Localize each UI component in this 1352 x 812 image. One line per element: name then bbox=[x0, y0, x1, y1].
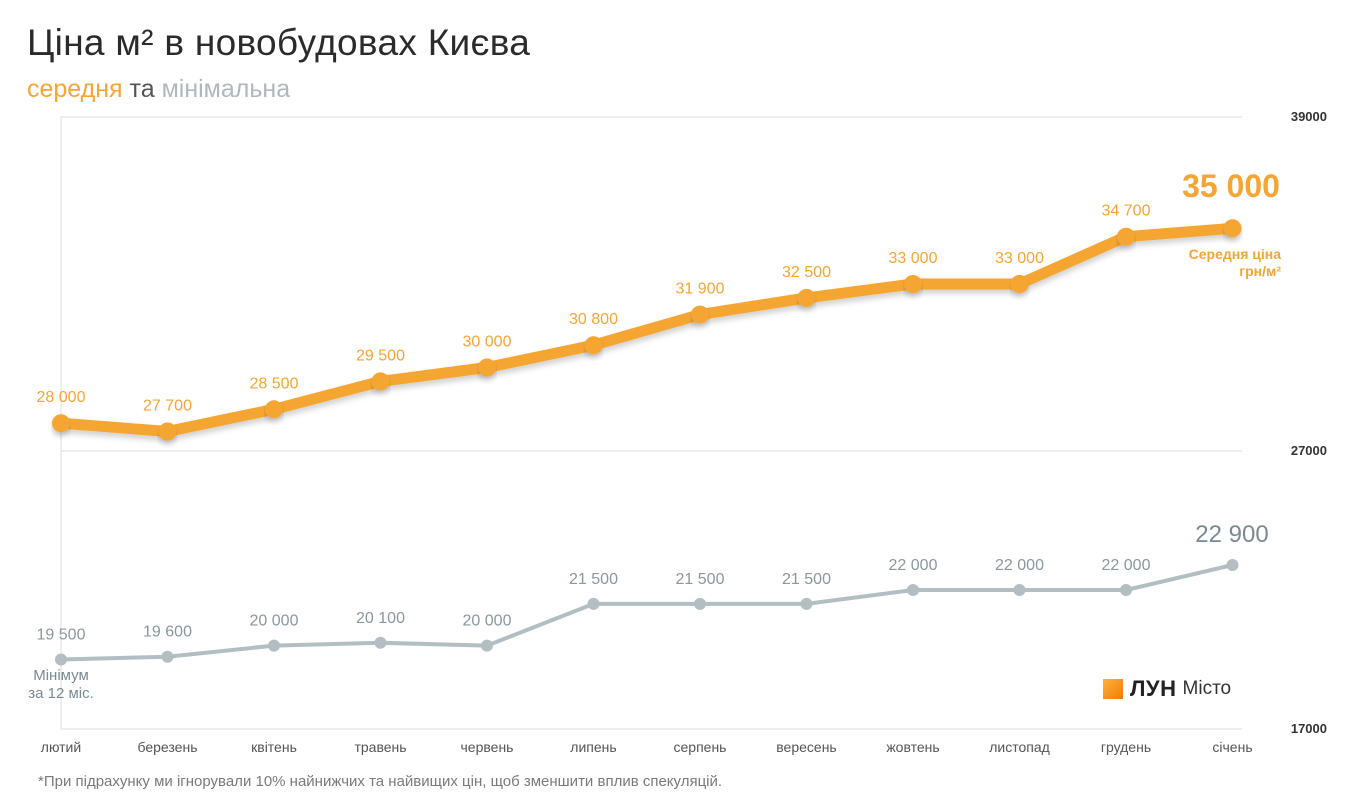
average-data-label: 34 700 bbox=[1102, 203, 1151, 220]
x-tick-label: листопад bbox=[989, 739, 1050, 755]
x-tick-label: серпень bbox=[674, 739, 727, 755]
y-tick-label: 17000 bbox=[1291, 721, 1327, 736]
minimum-data-label: 22 000 bbox=[889, 557, 938, 574]
average-data-label: 32 500 bbox=[782, 264, 831, 281]
minimum-point bbox=[1013, 584, 1026, 596]
x-tick-label: жовтень bbox=[886, 739, 939, 755]
average-point bbox=[1117, 227, 1135, 246]
average-data-label: 30 800 bbox=[569, 311, 618, 328]
average-point bbox=[265, 400, 283, 419]
x-tick-label: грудень bbox=[1101, 739, 1151, 755]
minimum-point bbox=[161, 650, 174, 663]
x-tick-label: травень bbox=[354, 739, 406, 755]
minimum-point bbox=[907, 584, 919, 596]
x-tick-label: січень bbox=[1212, 739, 1252, 755]
minimum-data-label: 19 500 bbox=[37, 627, 86, 644]
minimum-data-label: 20 000 bbox=[463, 613, 512, 630]
average-data-label: 28 500 bbox=[250, 375, 299, 392]
x-tick-label: вересень bbox=[776, 739, 836, 755]
minimum-data-label: 22 900 bbox=[1195, 521, 1268, 548]
series-layer bbox=[52, 219, 1242, 666]
average-data-label: 28 000 bbox=[37, 389, 86, 406]
brand-sub: Місто bbox=[1182, 678, 1232, 699]
average-data-label: 27 700 bbox=[143, 398, 192, 415]
average-point bbox=[904, 275, 922, 293]
x-tick-label: квітень bbox=[251, 739, 297, 755]
average-series-line bbox=[55, 222, 1238, 437]
minimum-data-label: 20 000 bbox=[250, 613, 299, 630]
minimum-period-note: Мінімум за 12 міс. bbox=[28, 667, 94, 702]
average-point bbox=[1010, 275, 1029, 293]
average-data-label: 30 000 bbox=[463, 334, 512, 351]
chart-title: Ціна м² в новобудовах Києва bbox=[27, 22, 531, 63]
average-point bbox=[371, 372, 390, 391]
minimum-point bbox=[800, 597, 813, 610]
average-point bbox=[478, 358, 496, 377]
subtitle-average: середня bbox=[27, 75, 123, 103]
average-data-label: 35 000 bbox=[1182, 168, 1280, 204]
average-data-label: 31 900 bbox=[676, 281, 725, 298]
minimum-point bbox=[1226, 559, 1239, 571]
minimum-data-label: 20 100 bbox=[356, 610, 405, 627]
average-point bbox=[584, 336, 603, 355]
minimum-data-label: 19 600 bbox=[143, 624, 192, 641]
average-price-note: Середня ціна грн/м² bbox=[1188, 246, 1281, 279]
x-tick-label: лютий bbox=[41, 739, 81, 755]
subtitle-connector: та bbox=[129, 75, 155, 103]
average-point bbox=[1223, 219, 1242, 238]
x-tick-label: червень bbox=[461, 739, 514, 755]
brand-name: ЛУН bbox=[1130, 676, 1177, 701]
x-tick-label: липень bbox=[570, 739, 616, 755]
y-tick-label: 39000 bbox=[1291, 109, 1327, 124]
brand-logo: ЛУН Місто bbox=[1103, 676, 1231, 702]
average-data-label: 33 000 bbox=[995, 250, 1044, 267]
data-labels: 28 000 27 700 28 500 29 500 30 000 30 800 31 9… bbox=[37, 168, 1280, 644]
minimum-data-label: 21 500 bbox=[782, 571, 831, 588]
minimum-point bbox=[374, 636, 387, 649]
minimum-point bbox=[587, 597, 600, 610]
minimum-point bbox=[55, 653, 67, 666]
minimum-point bbox=[694, 597, 706, 610]
average-data-label: 29 500 bbox=[356, 347, 405, 364]
minimum-data-label: 21 500 bbox=[676, 571, 725, 588]
minimum-data-label: 21 500 bbox=[569, 571, 618, 588]
subtitle-minimum: мінімальна bbox=[161, 75, 291, 103]
average-data-label: 33 000 bbox=[889, 250, 938, 267]
average-point bbox=[158, 422, 177, 441]
minimum-data-label: 22 000 bbox=[995, 557, 1044, 574]
y-tick-label: 27000 bbox=[1291, 443, 1327, 458]
x-tick-label: березень bbox=[138, 739, 198, 755]
average-point bbox=[691, 305, 709, 324]
average-point bbox=[797, 288, 816, 307]
minimum-point bbox=[1120, 584, 1132, 596]
chart-subtitle: середня та мінімальна bbox=[27, 75, 290, 104]
brand-logo-icon bbox=[1103, 679, 1123, 699]
minimum-data-label: 22 000 bbox=[1102, 557, 1151, 574]
minimum-point bbox=[481, 639, 493, 652]
minimum-point bbox=[268, 639, 280, 652]
footnote: *При підрахунку ми ігнорували 10% найниж… bbox=[38, 773, 723, 790]
minimum-series-line bbox=[59, 563, 1235, 662]
average-point bbox=[52, 414, 70, 433]
